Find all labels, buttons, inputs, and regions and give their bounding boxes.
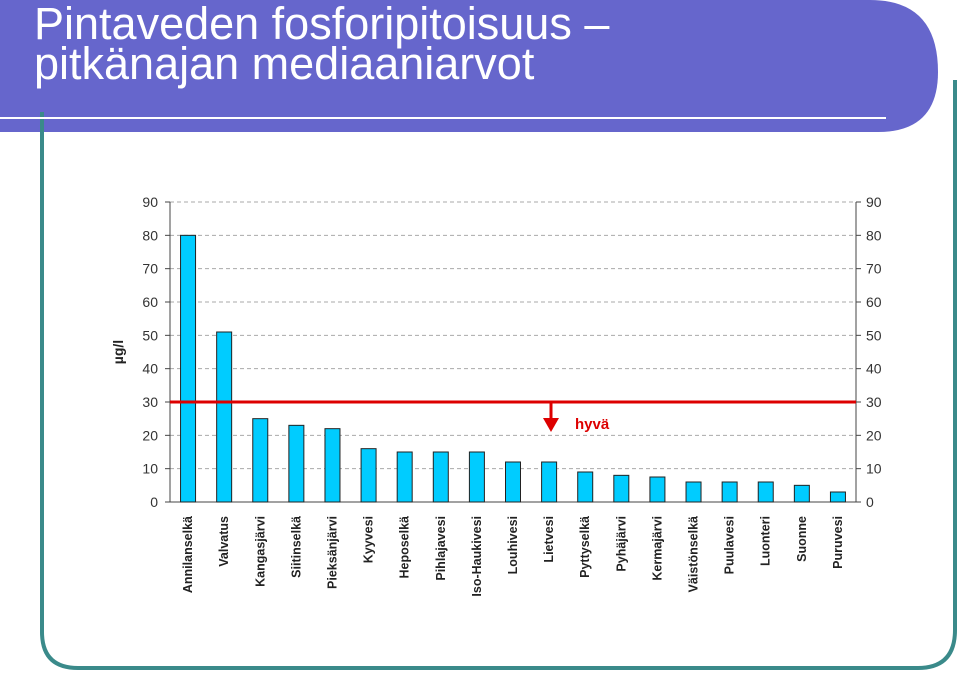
y-tick-label-left: 60 [142, 294, 158, 310]
bar [685, 481, 702, 503]
bar [829, 491, 846, 503]
bar [613, 474, 630, 503]
bar [541, 461, 558, 503]
bar [324, 428, 341, 503]
bar [432, 451, 449, 503]
y-tick-label-right: 10 [866, 461, 882, 477]
category-label: Pyhäjärvi [614, 516, 628, 572]
category-label: Pyttyselkä [578, 516, 592, 578]
y-tick-label-right: 30 [866, 394, 882, 410]
category-label: Kyyvesi [362, 516, 376, 563]
bar [216, 331, 233, 503]
title-line-1: Pintaveden fosforipitoisuus – [34, 0, 610, 49]
title-line-2: pitkänajan mediaaniarvot [34, 38, 535, 89]
y-tick-label-right: 20 [866, 427, 882, 443]
y-axis-label: µg/l [110, 340, 126, 364]
y-tick-label-right: 70 [866, 261, 882, 277]
y-tick-label-left: 30 [142, 394, 158, 410]
y-tick-label-left: 50 [142, 327, 158, 343]
category-label: Väistönselkä [687, 516, 701, 592]
bar [288, 424, 305, 503]
y-tick-label-right: 80 [866, 227, 882, 243]
category-label: Pieksänjärvi [325, 516, 339, 589]
bar [396, 451, 413, 503]
y-tick-label-left: 80 [142, 227, 158, 243]
y-tick-label-right: 50 [866, 327, 882, 343]
y-tick-label-right: 90 [866, 194, 882, 210]
threshold-label: hyvä [575, 416, 610, 433]
category-label: Valvatus [217, 516, 231, 567]
bar [721, 481, 738, 503]
threshold-arrow-head [543, 418, 559, 432]
category-label: Suonne [795, 516, 809, 562]
bar [180, 234, 197, 503]
bar [360, 448, 377, 503]
bar [577, 471, 594, 503]
y-tick-label-right: 60 [866, 294, 882, 310]
slide-title: Pintaveden fosforipitoisuus – pitkänajan… [34, 0, 610, 89]
category-label: Siitinselkä [289, 516, 303, 578]
bar [757, 481, 774, 503]
category-label: Iso-Haukivesi [470, 516, 484, 597]
category-label: Kermajärvi [650, 516, 664, 581]
category-label: Lietvesi [542, 516, 556, 563]
category-label: Louhivesi [506, 516, 520, 574]
y-tick-label-left: 70 [142, 261, 158, 277]
category-label: Puruvesi [831, 516, 845, 569]
y-tick-label-right: 40 [866, 361, 882, 377]
category-label: Luonteri [759, 516, 773, 566]
bar [793, 484, 810, 503]
bar [468, 451, 485, 503]
header-band [0, 0, 938, 132]
y-tick-label-left: 20 [142, 427, 158, 443]
y-tick-label-left: 10 [142, 461, 158, 477]
y-tick-label-left: 90 [142, 194, 158, 210]
y-tick-label-left: 40 [142, 361, 158, 377]
category-label: Heposelkä [398, 516, 412, 579]
category-label: Pihlajavesi [434, 516, 448, 581]
category-label: Annilanselkä [181, 516, 195, 593]
category-label: Kangasjärvi [253, 516, 267, 587]
bar [252, 418, 269, 503]
content-border [40, 80, 957, 670]
category-label: Puulavesi [723, 516, 737, 574]
y-tick-label-left: 0 [150, 494, 158, 510]
bar [505, 461, 521, 503]
y-tick-label-right: 0 [866, 494, 874, 510]
bar [649, 476, 666, 503]
